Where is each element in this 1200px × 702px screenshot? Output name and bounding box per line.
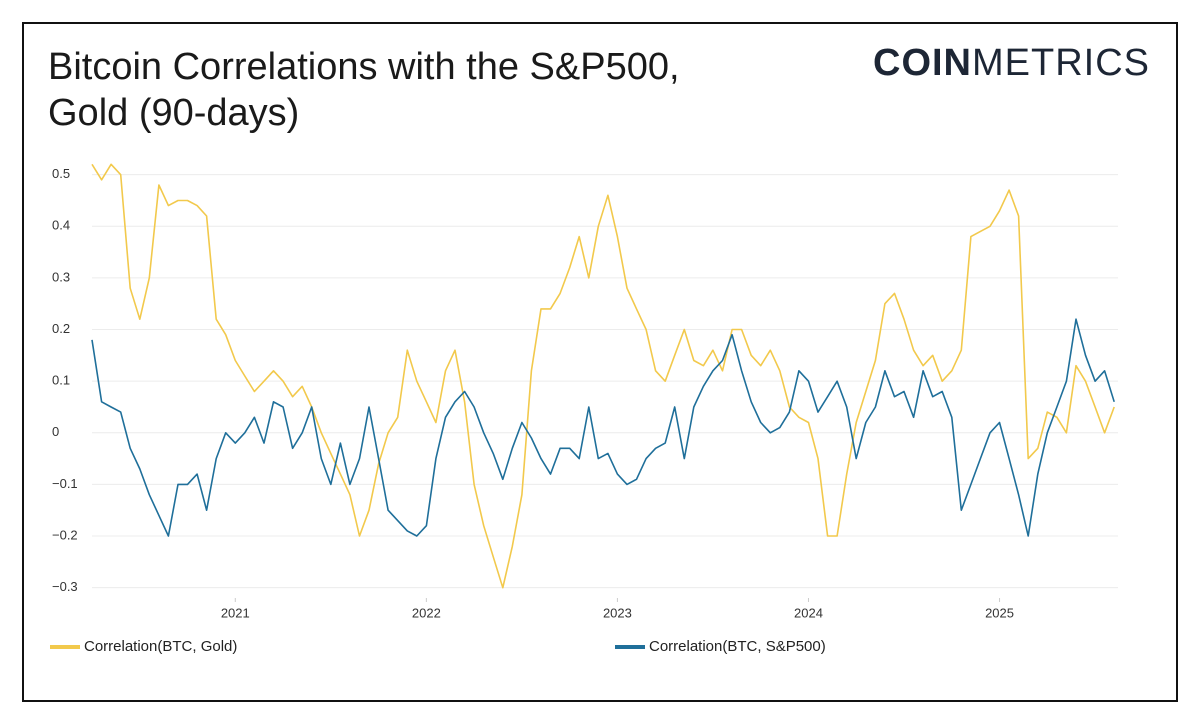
y-tick-label: 0 [52, 424, 59, 439]
x-tick-label: 2024 [794, 605, 823, 620]
y-tick-label: −0.2 [52, 527, 78, 542]
line [91, 318, 1115, 537]
x-tick-label: 2022 [412, 605, 441, 620]
legend-label: Correlation(BTC, S&P500) [649, 638, 826, 655]
y-tick-label: −0.3 [52, 579, 78, 594]
logo: COINMETRICS [873, 42, 1150, 85]
chart-title: Bitcoin Correlations with the S&P500, Go… [48, 46, 680, 134]
chart: −0.3 −0.2 −0.1 0 0.1 0.2 0.3 0.4 0.5 2021 2022 2023… [50, 163, 1118, 655]
y-tick-label: 0.1 [52, 373, 70, 388]
legend-label: Correlation(BTC, Gold) [84, 638, 237, 655]
logo-bold: COIN [873, 42, 972, 84]
line [91, 163, 1115, 589]
x-tick-label: 2021 [221, 605, 250, 620]
logo-light: METRICS [972, 42, 1150, 84]
x-tick-label: 2023 [603, 605, 632, 620]
y-tick-label: 0.2 [52, 321, 70, 336]
y-tick-label: −0.1 [52, 476, 78, 491]
y-tick-label: 0.4 [52, 218, 70, 233]
y-tick-label: 0.5 [52, 166, 70, 181]
page: Bitcoin Correlations with the S&P500, Go… [22, 22, 1178, 702]
x-tick-label: 2025 [985, 605, 1014, 620]
y-tick-label: 0.3 [52, 269, 70, 284]
